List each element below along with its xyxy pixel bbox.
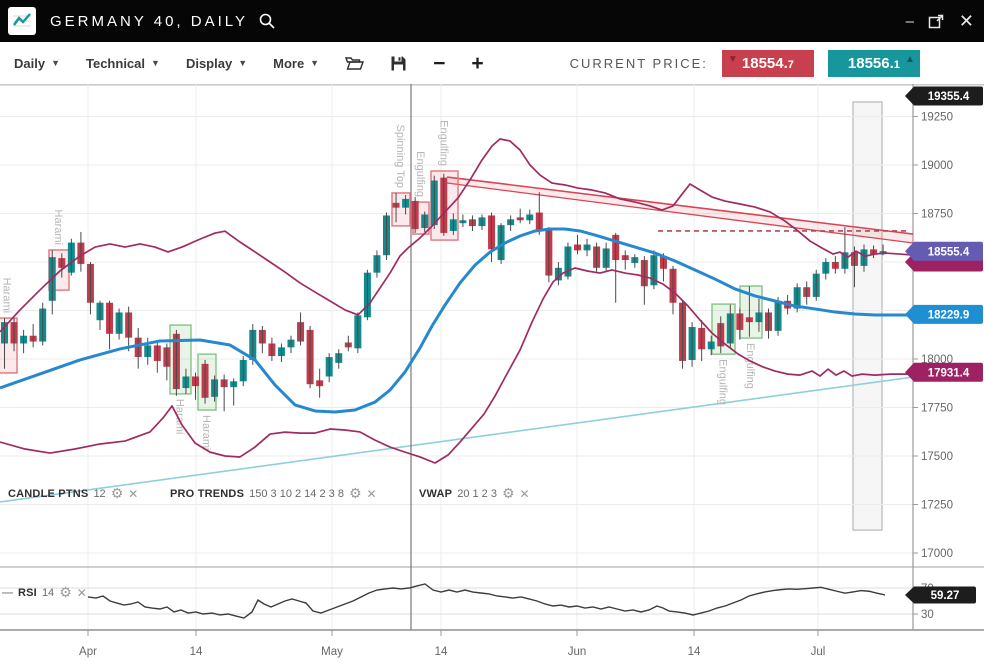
svg-text:19250: 19250 [921,112,953,124]
zoom-out-button[interactable]: − [433,51,446,75]
axis-badge [905,241,983,261]
svg-text:18555.4: 18555.4 [928,246,970,258]
teal-trendline [0,376,914,503]
svg-text:19355.4: 19355.4 [928,91,970,103]
svg-text:17750: 17750 [921,403,953,415]
svg-text:May: May [321,646,343,658]
svg-text:17931.4: 17931.4 [928,367,970,379]
line-sample-icon: — [2,587,13,599]
gear-icon[interactable]: ⚙ [59,585,72,601]
chevron-down-icon: ▼ [310,58,320,68]
svg-text:14: 14 [688,646,701,658]
svg-text:30: 30 [921,609,934,621]
axis-badge [905,86,983,106]
vwap-line [0,227,913,414]
menu-more[interactable]: More ▼ [273,55,320,71]
pattern-label: Harami [52,210,64,245]
search-icon[interactable] [258,12,276,30]
save-icon[interactable] [390,55,407,72]
svg-text:18229.9: 18229.9 [928,309,970,321]
red-trendline [446,176,914,235]
zoom-in-button[interactable]: + [471,51,484,75]
gear-icon[interactable]: ⚙ [110,486,124,502]
pattern-label: Harami [200,415,212,450]
menu-daily[interactable]: Daily ▼ [14,55,60,71]
axis-badge [905,362,983,382]
chevron-down-icon: ▼ [51,58,60,68]
ask-price-badge: 18556.1 ▲ [827,49,920,77]
axis-badge [905,304,983,324]
arrow-down-icon: ▼ [727,53,738,65]
svg-text:17250: 17250 [921,500,953,512]
svg-text:19000: 19000 [921,160,953,172]
page-title: GERMANY 40, DAILY [50,12,248,30]
pattern-label: Engulfing [717,359,729,405]
arrow-up-icon: ▲ [905,53,915,65]
bid-price-badge: ▼ 18554.7 [721,49,814,77]
menu-technical[interactable]: Technical ▼ [86,55,160,71]
pattern-label: Harami [174,399,186,434]
svg-text:14: 14 [190,646,203,658]
app-logo-icon [8,7,36,35]
rsi-indicator-row: — RSI 14 ⚙ ✕ [2,585,87,601]
upper-band-line [0,138,914,333]
chevron-down-icon: ▼ [151,58,160,68]
pattern-label: Harami [1,278,13,313]
chart-area: Harami Harami Harami Harami Spinning Top Engu… [0,84,984,670]
rsi-line [87,583,886,619]
svg-text:17000: 17000 [921,548,953,560]
close-icon[interactable]: ✕ [128,487,139,501]
close-icon[interactable]: ✕ [366,487,377,501]
svg-text:Jul: Jul [811,646,826,658]
svg-text:Apr: Apr [79,646,97,658]
menu-display[interactable]: Display ▼ [185,55,248,71]
chevron-down-icon: ▼ [238,58,248,68]
close-icon[interactable]: ✕ [76,586,87,600]
close-icon[interactable]: ✕ [958,11,974,31]
pattern-label: Engulfing [438,120,450,166]
open-folder-icon[interactable] [345,55,365,71]
indicator-pro-trends-label: PRO TRENDS [170,488,245,500]
title-bar: GERMANY 40, DAILY – ✕ [0,0,984,42]
current-price-label: CURRENT PRICE: [569,55,708,71]
svg-text:18750: 18750 [921,209,953,221]
indicator-rsi-label: RSI [18,587,37,599]
axis-badge [905,586,976,604]
svg-text:17500: 17500 [921,451,953,463]
gear-icon[interactable]: ⚙ [501,486,515,502]
popout-button[interactable] [928,13,945,30]
gear-icon[interactable]: ⚙ [348,486,362,502]
lower-band-line [0,267,913,464]
indicator-vwap-label: VWAP [419,488,453,500]
pattern-label: Spinning Top [394,125,406,188]
indicator-row: CANDLE PTNS 12 ⚙ ✕ PRO TRENDS 150 3 10 2… [8,486,530,502]
toolbar: Daily ▼ Technical ▼ Display ▼ More ▼ − + [0,42,984,85]
pattern-box-spinning-top [391,192,411,227]
svg-text:14: 14 [435,646,448,658]
svg-text:59.27: 59.27 [931,590,960,602]
indicator-candle-ptns-label: CANDLE PTNS [8,488,89,500]
svg-text:Jun: Jun [568,646,587,658]
close-icon[interactable]: ✕ [519,487,530,501]
minimize-button[interactable]: – [905,12,914,30]
pattern-label: Engulfing [414,151,426,197]
pattern-label: Engulfing [744,343,756,389]
price-chart[interactable]: Harami Harami Harami Harami Spinning Top Engu… [0,84,984,670]
